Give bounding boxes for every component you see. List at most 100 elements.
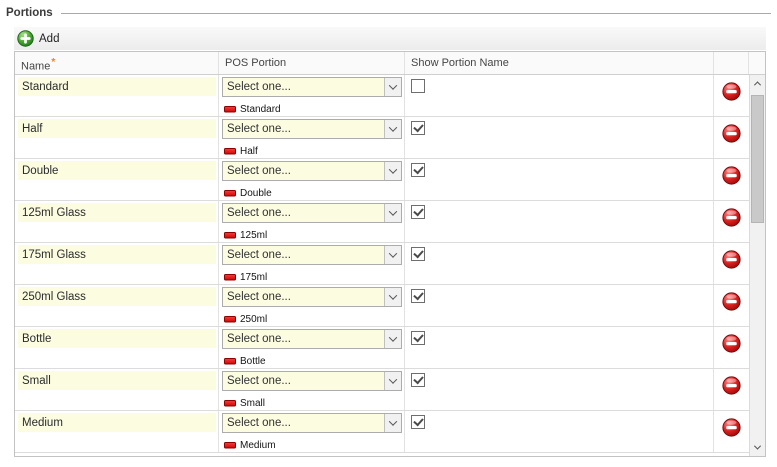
table-row: Select one... Double [15, 159, 749, 201]
pos-portion-select-value: Select one... [227, 249, 291, 261]
pos-portion-select[interactable]: Select one... [222, 119, 402, 139]
show-portion-checkbox[interactable] [411, 331, 425, 345]
pos-portion-tag: Bottle [224, 352, 401, 370]
add-button-label: Add [39, 32, 60, 45]
pos-portion-tag: 175ml [224, 268, 401, 286]
pos-portion-select[interactable]: Select one... [222, 203, 402, 223]
table-row: Select one... 175ml [15, 243, 749, 285]
pos-portion-select[interactable]: Select one... [222, 413, 402, 433]
portion-tag-icon [224, 226, 236, 244]
dropdown-button[interactable] [384, 162, 401, 180]
column-header-scroll-spacer [749, 52, 765, 74]
delete-button[interactable] [722, 166, 741, 185]
delete-button[interactable] [722, 376, 741, 395]
table-header-row: Name* POS Portion Show Portion Name [15, 52, 765, 75]
show-portion-cell [405, 411, 714, 452]
pos-portion-cell: Select one... 175ml [219, 243, 405, 284]
show-portion-cell [405, 75, 714, 116]
pos-portion-select[interactable]: Select one... [222, 329, 402, 349]
delete-button[interactable] [722, 292, 741, 311]
action-cell [714, 327, 749, 368]
show-portion-checkbox[interactable] [411, 289, 425, 303]
dropdown-button[interactable] [384, 78, 401, 96]
section-header: Portions [0, 0, 777, 20]
dropdown-button[interactable] [384, 330, 401, 348]
show-portion-checkbox[interactable] [411, 205, 425, 219]
portion-tag-icon [224, 436, 236, 454]
show-portion-checkbox[interactable] [411, 79, 425, 93]
delete-button[interactable] [722, 418, 741, 437]
portion-name-input[interactable] [18, 329, 216, 348]
pos-portion-select[interactable]: Select one... [222, 287, 402, 307]
delete-button[interactable] [722, 124, 741, 143]
portion-name-input[interactable] [18, 119, 216, 138]
portion-name-input[interactable] [18, 413, 216, 432]
dropdown-button[interactable] [384, 204, 401, 222]
dropdown-button[interactable] [384, 288, 401, 306]
table-rows: Select one... Standard [15, 75, 749, 456]
portion-tag-icon [224, 100, 236, 118]
required-marker: * [51, 57, 56, 68]
portion-name-input[interactable] [18, 203, 216, 222]
pos-portion-select[interactable]: Select one... [222, 371, 402, 391]
dropdown-button[interactable] [384, 246, 401, 264]
pos-portion-tag: 125ml [224, 226, 401, 244]
pos-portion-select-value: Select one... [227, 81, 291, 93]
delete-button[interactable] [722, 208, 741, 227]
dropdown-button[interactable] [384, 120, 401, 138]
show-portion-checkbox[interactable] [411, 373, 425, 387]
add-icon [17, 30, 34, 47]
add-button[interactable]: Add [17, 28, 59, 50]
pos-portion-cell: Select one... Half [219, 117, 405, 158]
portion-name-input[interactable] [18, 371, 216, 390]
pos-portion-tag: Half [224, 142, 401, 160]
section-divider [60, 13, 771, 14]
pos-portion-tag: Medium [224, 436, 401, 454]
chevron-down-icon [388, 81, 398, 90]
pos-portion-cell: Select one... Standard [219, 75, 405, 116]
chevron-down-icon [388, 291, 398, 300]
portion-name-input[interactable] [18, 287, 216, 306]
show-portion-cell [405, 201, 714, 242]
pos-portion-select-value: Select one... [227, 333, 291, 345]
pos-portion-cell: Select one... Double [219, 159, 405, 200]
action-cell [714, 117, 749, 158]
name-cell [15, 117, 219, 158]
name-cell [15, 285, 219, 326]
portion-name-input[interactable] [18, 77, 216, 96]
pos-portion-tag: Small [224, 394, 401, 412]
pos-portion-tag-label: Double [240, 187, 272, 199]
show-portion-checkbox[interactable] [411, 415, 425, 429]
pos-portion-tag-label: Small [240, 397, 266, 409]
pos-portion-select[interactable]: Select one... [222, 245, 402, 265]
portions-section: Portions [0, 0, 777, 457]
pos-portion-select-value: Select one... [227, 207, 291, 219]
pos-portion-select[interactable]: Select one... [222, 161, 402, 181]
portion-name-input[interactable] [18, 161, 216, 180]
portion-tag-icon [224, 310, 236, 328]
delete-button[interactable] [722, 250, 741, 269]
show-portion-checkbox[interactable] [411, 247, 425, 261]
toolbar: Add [14, 27, 766, 50]
scroll-down-button[interactable] [750, 439, 765, 456]
delete-button[interactable] [722, 334, 741, 353]
name-cell [15, 243, 219, 284]
action-cell [714, 201, 749, 242]
scroll-up-button[interactable] [750, 75, 765, 92]
chevron-down-icon [388, 207, 398, 216]
show-portion-checkbox[interactable] [411, 163, 425, 177]
pos-portion-tag-label: Bottle [240, 355, 266, 367]
table-row: Select one... Small [15, 369, 749, 411]
portion-name-input[interactable] [18, 245, 216, 264]
dropdown-button[interactable] [384, 414, 401, 432]
chevron-down-icon [388, 249, 398, 258]
action-cell [714, 411, 749, 452]
delete-button[interactable] [722, 82, 741, 101]
vertical-scrollbar[interactable] [749, 75, 765, 456]
show-portion-checkbox[interactable] [411, 121, 425, 135]
pos-portion-select[interactable]: Select one... [222, 77, 402, 97]
section-title: Portions [6, 6, 53, 19]
dropdown-button[interactable] [384, 372, 401, 390]
scrollbar-thumb[interactable] [751, 95, 764, 223]
chevron-down-icon [388, 123, 398, 132]
